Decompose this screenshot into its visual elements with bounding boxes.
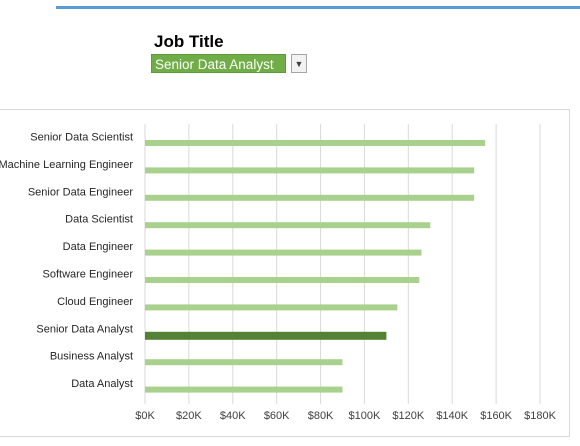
bar [145, 167, 475, 174]
x-tick-label: $40K [220, 410, 246, 422]
bar [145, 277, 420, 283]
x-tick-label: $140K [436, 410, 468, 422]
bar [145, 222, 431, 229]
top-accent-rule [56, 6, 580, 9]
x-tick-label: $0K [135, 410, 155, 422]
job-title-selected-value[interactable]: Senior Data Analyst [151, 54, 286, 73]
bar [145, 249, 422, 256]
x-tick-label: $60K [264, 410, 290, 422]
chart-frame [0, 109, 570, 437]
category-label: Business Analyst [50, 351, 133, 363]
category-label: Data Scientist [65, 214, 133, 226]
category-label: Cloud Engineer [57, 296, 133, 308]
bar [145, 386, 343, 393]
category-label: Senior Data Analyst [36, 323, 133, 335]
bar [145, 140, 486, 146]
bar-highlighted [145, 331, 387, 340]
job-title-label: Job Title [154, 32, 224, 51]
category-label: Software Engineer [43, 269, 134, 281]
category-label: Senior Data Engineer [28, 186, 134, 198]
x-tick-label: $160K [480, 410, 512, 422]
x-tick-label: $180K [524, 410, 556, 422]
category-label: Machine Learning Engineer [0, 159, 133, 171]
category-label: Data Engineer [63, 241, 134, 253]
category-label: Senior Data Scientist [30, 132, 133, 144]
x-tick-label: $20K [176, 410, 202, 422]
bar [145, 194, 475, 201]
x-tick-label: $80K [308, 410, 334, 422]
job-title-slicer-dropdown[interactable]: Senior Data Analyst ▼ [151, 54, 307, 73]
dropdown-arrow-icon[interactable]: ▼ [291, 54, 307, 73]
bar [145, 304, 398, 311]
x-tick-label: $120K [392, 410, 424, 422]
x-tick-label: $100K [349, 410, 381, 422]
bar [145, 359, 343, 366]
category-label: Data Analyst [71, 378, 133, 390]
